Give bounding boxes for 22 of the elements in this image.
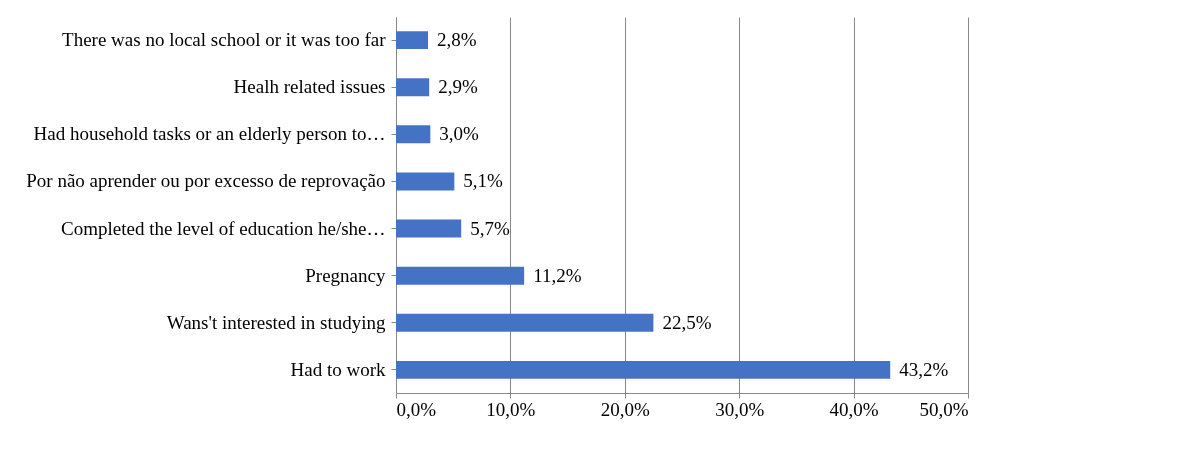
data-label: 2,9% (438, 76, 478, 98)
y-tick-label: Had to work (290, 358, 386, 380)
data-label: 2,8% (437, 29, 477, 51)
y-tick-label: Healh related issues (233, 76, 386, 98)
data-label: 3,0% (439, 123, 480, 145)
x-tick-label: 20,0% (600, 398, 651, 420)
data-label: 22,5% (662, 311, 712, 333)
x-tick-label: 50,0% (919, 398, 969, 420)
y-tick-label: Por não aprender ou por excesso de reprovação (26, 170, 386, 192)
data-label: 5,1% (463, 170, 504, 192)
data-label: 43,2% (899, 358, 949, 380)
y-tick-label: Had household tasks or an elderly person to… (33, 123, 386, 145)
y-tick-label: Completed the level of education he/she… (61, 217, 386, 239)
x-tick-label: 40,0% (829, 398, 879, 420)
y-tick-label: Wans't interested in studying (166, 311, 386, 333)
data-label: 5,7% (470, 217, 510, 239)
data-label: 11,2% (533, 264, 582, 286)
x-tick-label: 0,0% (396, 398, 437, 420)
y-tick-label: There was no local school or it was too far (62, 29, 387, 51)
x-tick-label: 10,0% (486, 398, 536, 420)
x-tick-label: 30,0% (715, 398, 765, 420)
y-tick-label: Pregnancy (305, 264, 386, 286)
